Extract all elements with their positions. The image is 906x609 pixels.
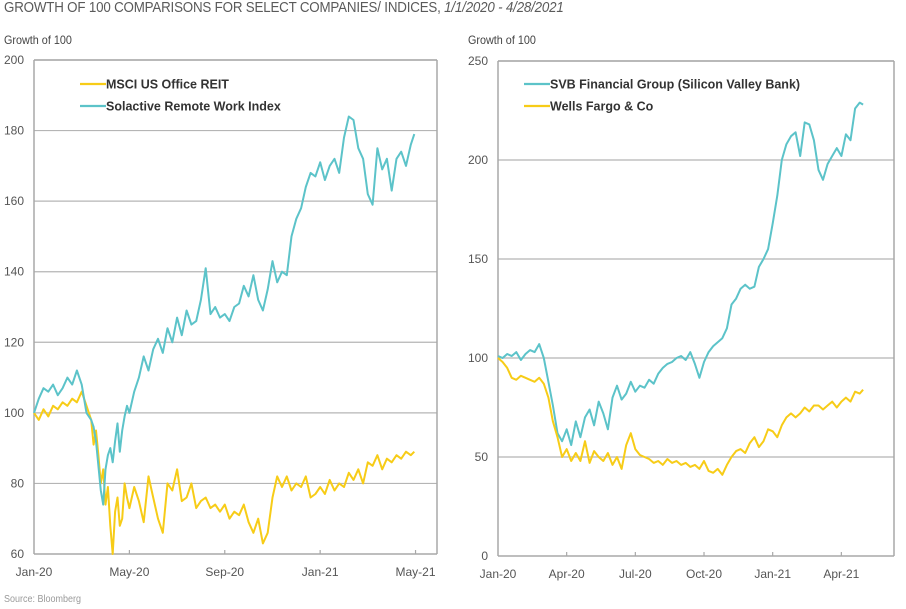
- x-tick-label: Apr-21: [823, 567, 859, 581]
- left-chart: 60 80 100 120 140 160 180 200 Jan-20 May-20 Sep-20…: [4, 53, 438, 579]
- y-tick-label: 160: [4, 194, 24, 208]
- y-tick-label: 150: [468, 252, 488, 266]
- x-tick-label: Oct-20: [686, 567, 722, 581]
- y-tick-label: 250: [468, 54, 488, 68]
- right-y-axis-label: Growth of 100: [468, 33, 536, 47]
- x-tick-label: Jan-21: [754, 567, 791, 581]
- y-tick-label: 200: [4, 53, 24, 67]
- y-tick-label: 0: [481, 549, 488, 563]
- x-tick-label: Sep-20: [205, 565, 244, 579]
- y-tick-label: 50: [475, 450, 489, 464]
- page-title: GROWTH OF 100 COMPARISONS FOR SELECT COM…: [4, 0, 564, 16]
- y-tick-label: 80: [11, 476, 25, 490]
- y-tick-label: 100: [4, 406, 24, 420]
- x-tick-label: Apr-20: [549, 567, 585, 581]
- right-chart: 0 50 100 150 200 250 Jan-20 Apr-20 Jul-20 Oct-20 J…: [468, 54, 895, 581]
- y-tick-label: 120: [4, 335, 24, 349]
- legend-label: Wells Fargo & Co: [550, 100, 654, 114]
- y-tick-label: 200: [468, 153, 488, 167]
- x-tick-label: Jul-20: [619, 567, 652, 581]
- left-y-axis-label: Growth of 100: [4, 33, 72, 47]
- x-tick-label: Jan-20: [480, 567, 517, 581]
- y-tick-label: 140: [4, 265, 24, 279]
- y-tick-label: 60: [11, 547, 25, 561]
- title-main: GROWTH OF 100 COMPARISONS FOR SELECT COM…: [4, 0, 445, 16]
- series-line-msci-us-office-reit: [33, 390, 416, 555]
- series-line-solactive-remote-work-index: [33, 115, 416, 506]
- x-tick-label: May-21: [396, 565, 436, 579]
- title-dates: 1/1/2020 - 4/28/2021: [444, 0, 564, 16]
- x-tick-label: May-20: [109, 565, 149, 579]
- legend-label: Solactive Remote Work Index: [106, 100, 281, 114]
- x-tick-label: Jan-20: [16, 565, 53, 579]
- legend-label: MSCI US Office REIT: [106, 78, 229, 92]
- legend-label: SVB Financial Group (Silicon Valley Bank…: [550, 78, 800, 92]
- source-note: Source: Bloomberg: [4, 594, 82, 605]
- series-line-svb-financial-group-silicon-valley-bank-: [497, 101, 864, 447]
- y-tick-label: 180: [4, 124, 24, 138]
- series-line-wells-fargo-co: [497, 357, 864, 476]
- x-tick-label: Jan-21: [302, 565, 339, 579]
- y-tick-label: 100: [468, 351, 488, 365]
